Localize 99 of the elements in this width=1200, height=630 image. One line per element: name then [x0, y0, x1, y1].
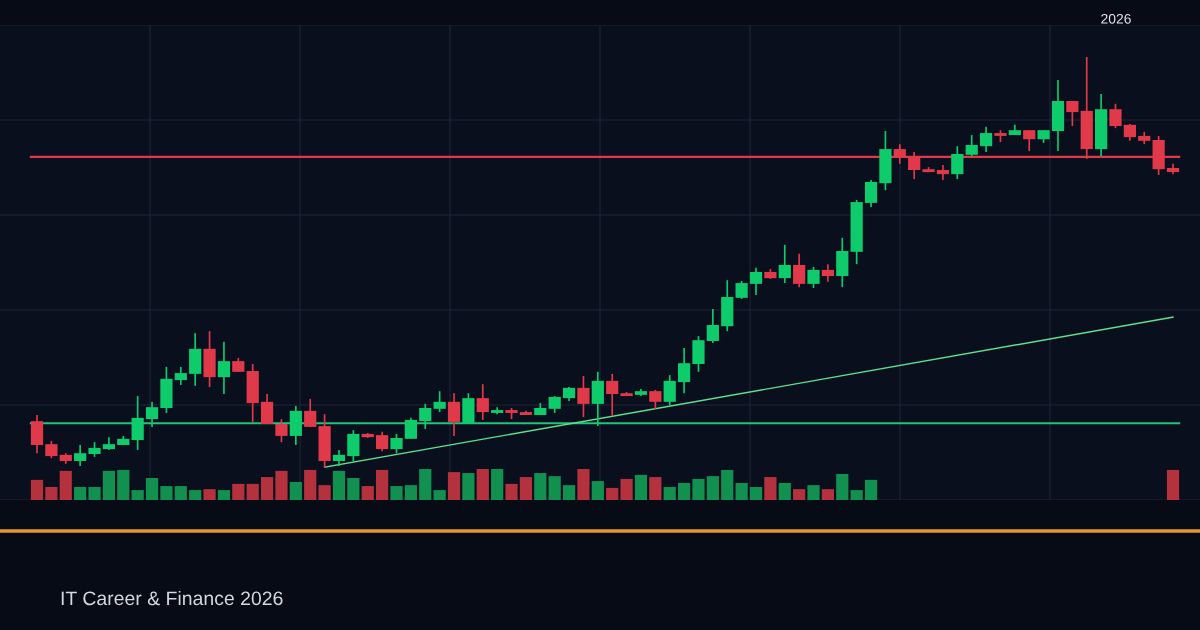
- candlestick: [663, 374, 676, 406]
- candlestick: [131, 395, 144, 451]
- text: 2026: [1101, 13, 1131, 24]
- bar: [721, 469, 734, 500]
- bar: [390, 486, 403, 500]
- bar: [476, 469, 489, 500]
- bar: [519, 477, 533, 500]
- candlestick: [376, 430, 389, 452]
- bar: [778, 482, 791, 500]
- candlestick: [793, 253, 806, 288]
- text: IT Career & Finance 2026: [61, 590, 283, 606]
- bar: [361, 486, 374, 500]
- candlestick: [807, 266, 820, 289]
- bar: [246, 483, 259, 500]
- bar: [606, 487, 619, 500]
- bar: [88, 486, 101, 500]
- bar: [304, 469, 317, 500]
- candlestick: [1109, 103, 1122, 129]
- bar: [347, 477, 360, 500]
- bar: [275, 470, 288, 500]
- bar: [419, 469, 432, 500]
- candlestick: [74, 444, 87, 467]
- candlestick: [433, 390, 446, 413]
- candlestick: [1023, 129, 1036, 152]
- bar: [706, 476, 719, 500]
- candlestick: [304, 398, 317, 428]
- candlestick: [404, 417, 417, 440]
- candlestick: [390, 433, 403, 455]
- candlestick: [145, 400, 159, 428]
- bar: [433, 490, 446, 500]
- bar: [663, 486, 676, 500]
- candlestick: [577, 375, 590, 418]
- bar: [534, 473, 547, 500]
- bar: [1166, 469, 1180, 500]
- bar: [548, 476, 561, 500]
- bar: [30, 479, 44, 500]
- bar: [462, 473, 475, 500]
- bar: [749, 486, 763, 500]
- candlestick: [174, 366, 187, 386]
- bar: [189, 490, 202, 500]
- bar: [203, 489, 216, 500]
- bar: [850, 490, 863, 500]
- bar: [821, 489, 835, 500]
- bar: [505, 483, 518, 500]
- bar: [649, 477, 662, 500]
- bar: [807, 485, 820, 500]
- candlestick: [476, 383, 489, 421]
- candlestick: [591, 370, 604, 427]
- candlestick: [649, 389, 662, 410]
- bar: [318, 485, 331, 500]
- candlestick: [979, 126, 993, 153]
- bar: [131, 490, 144, 500]
- bar: [577, 469, 590, 500]
- candlestick: [606, 373, 619, 417]
- candlestick: [965, 134, 978, 157]
- bar: [260, 477, 274, 500]
- bar: [217, 490, 231, 500]
- candlestick: [735, 280, 748, 300]
- candlestick: [778, 243, 791, 284]
- bar: [332, 470, 346, 500]
- bar: [74, 486, 87, 500]
- bar: [764, 477, 777, 500]
- bar: [160, 486, 173, 500]
- candlestick: [1066, 100, 1079, 127]
- candlestick: [864, 179, 878, 208]
- candlestick: [447, 392, 461, 437]
- candlestick: [749, 267, 763, 296]
- candlestick: [951, 145, 964, 180]
- candlestick: [706, 308, 719, 344]
- bar: [145, 477, 159, 500]
- bar: [232, 483, 245, 500]
- bar: [836, 473, 849, 500]
- bar: [692, 478, 705, 500]
- bar: [677, 482, 691, 500]
- candlestick: [30, 414, 44, 455]
- bar: [289, 482, 302, 500]
- bar: [102, 470, 116, 500]
- candlestick: [677, 347, 691, 395]
- bar: [562, 485, 576, 500]
- bar: [376, 469, 389, 500]
- bar: [634, 474, 648, 500]
- bar: [620, 478, 633, 500]
- candlestick: [260, 393, 274, 425]
- bar: [117, 469, 130, 500]
- bar: [447, 472, 461, 500]
- candlestick: [347, 429, 360, 463]
- bar: [491, 469, 504, 500]
- candlestick: [217, 340, 231, 395]
- bar: [174, 486, 187, 500]
- bar: [793, 489, 806, 500]
- candlestick: [275, 418, 288, 443]
- bar: [45, 486, 58, 500]
- candlestick: [419, 403, 432, 430]
- candlestick: [692, 335, 705, 373]
- bar: [735, 482, 748, 500]
- bar: [404, 485, 417, 500]
- bar: [591, 481, 604, 500]
- bar: [59, 470, 72, 500]
- bar: [864, 479, 878, 500]
